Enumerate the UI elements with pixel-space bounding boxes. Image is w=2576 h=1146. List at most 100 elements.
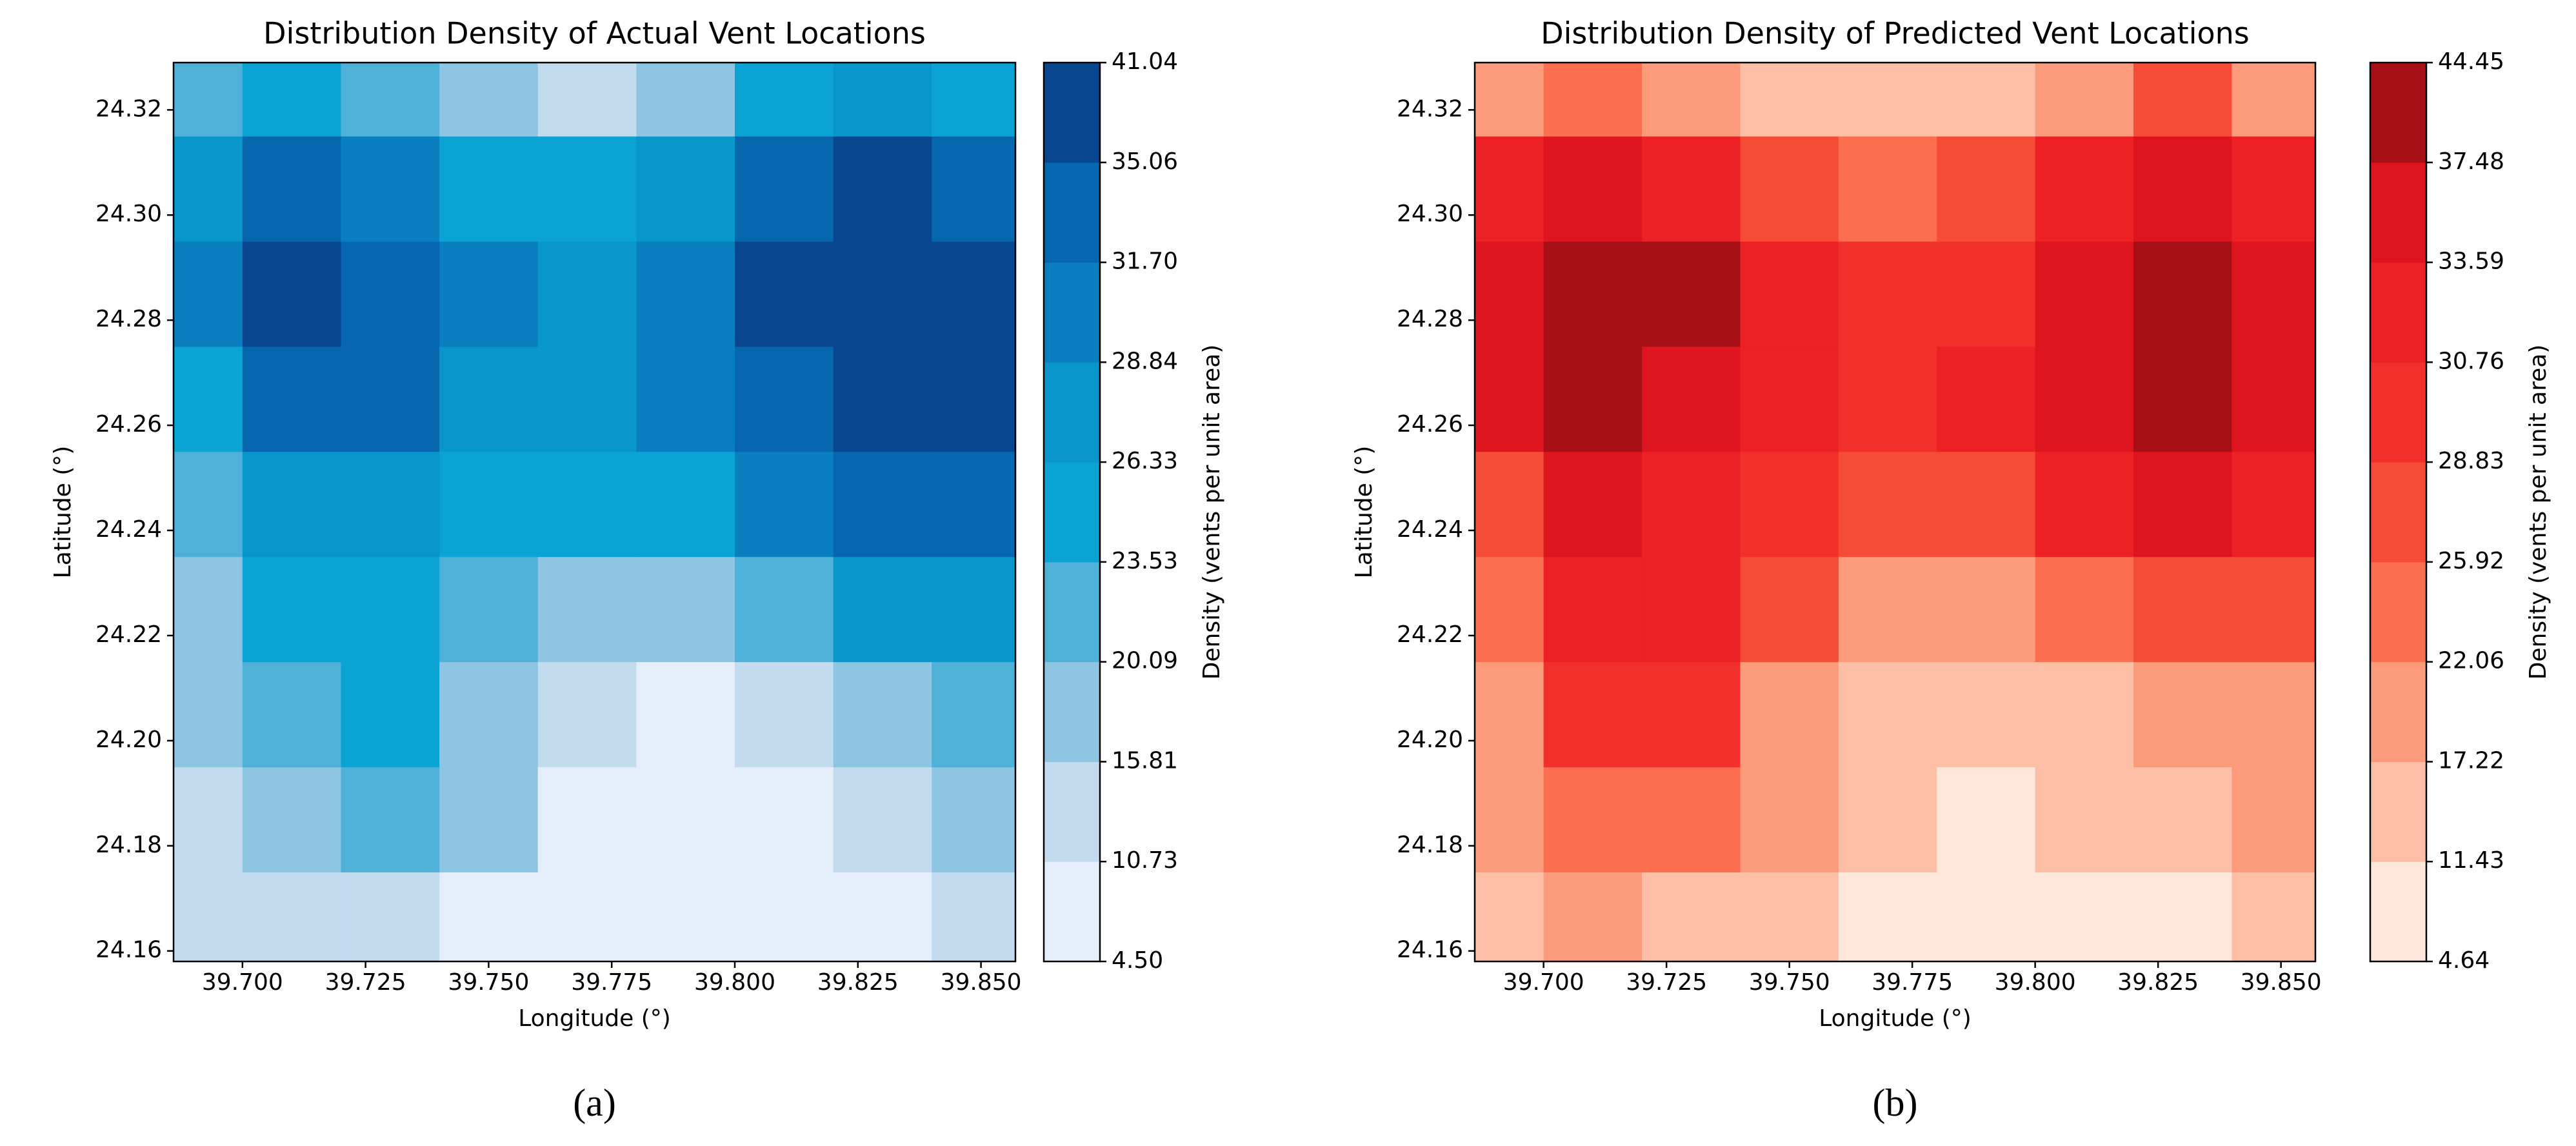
colorbar-tick-label: 11.43 (2438, 847, 2504, 874)
colorbar-tick-label: 44.45 (2438, 48, 2504, 75)
panel: 39.700 39.725 39.750 39.775 39.800 39.825 39.8… (50, 16, 1225, 1124)
density-cell (932, 661, 1015, 768)
density-cell (2133, 767, 2232, 873)
density-cell (2232, 241, 2315, 347)
density-cell (174, 767, 243, 873)
panel: 39.700 39.725 39.750 39.775 39.800 39.825 39.8… (1351, 16, 2551, 1124)
x-tick-label: 39.725 (1626, 969, 1707, 996)
density-cell (2133, 661, 2232, 768)
density-cell (1642, 767, 1741, 873)
density-cell (174, 241, 243, 347)
density-cell (1838, 136, 1937, 242)
density-cell (932, 767, 1015, 873)
colorbar-band (2370, 162, 2426, 263)
y-tick-label: 24.22 (1397, 621, 1463, 648)
density-cell (833, 63, 932, 137)
density-cell (1937, 241, 2036, 347)
density-cell (735, 346, 834, 452)
density-cell (1642, 136, 1741, 242)
y-tick-label: 24.32 (95, 96, 162, 122)
x-tick-label: 39.825 (817, 969, 899, 996)
x-tick-label: 39.800 (1995, 969, 2076, 996)
x-tick-label: 39.750 (1749, 969, 1830, 996)
density-cell (341, 661, 440, 768)
colorbar-tick-label: 28.84 (1112, 348, 1178, 374)
density-cell (2232, 63, 2315, 137)
density-cell (242, 136, 341, 242)
density-cell (1475, 63, 1544, 137)
x-tick-label: 39.775 (1872, 969, 1953, 996)
x-axis-label: Longitude (°) (518, 1005, 671, 1032)
density-cell (341, 241, 440, 347)
density-cell (1642, 241, 1741, 347)
density-cell (174, 556, 243, 663)
density-cell (341, 556, 440, 663)
colorbar-frame (2369, 61, 2428, 963)
density-cell (1937, 136, 2036, 242)
density-cell (439, 556, 539, 663)
density-cell (2133, 872, 2232, 961)
density-cell (1838, 451, 1937, 558)
density-cell (735, 661, 834, 768)
density-cell (1937, 556, 2036, 663)
density-cell (439, 241, 539, 347)
panel-caption: (b) (1873, 1081, 1918, 1124)
density-cell (2035, 63, 2134, 137)
density-cell (2035, 767, 2134, 873)
density-cell (439, 872, 539, 961)
density-cell (1740, 556, 1839, 663)
density-cell (1475, 241, 1544, 347)
density-cell (242, 63, 341, 137)
density-cell (174, 661, 243, 768)
density-cell (341, 872, 440, 961)
y-tick-label: 24.22 (95, 621, 162, 648)
x-tick-label: 39.800 (694, 969, 775, 996)
density-cell (932, 451, 1015, 558)
density-cell (833, 872, 932, 961)
density-cell (932, 556, 1015, 663)
colorbar-tick-label: 31.70 (1112, 248, 1178, 275)
density-cell (242, 872, 341, 961)
density-cell (1642, 451, 1741, 558)
colorbar-tick-label: 15.81 (1112, 747, 1178, 774)
colorbar-tick-label: 23.53 (1112, 548, 1178, 574)
chart-title: Distribution Density of Predicted Vent L… (1541, 16, 2250, 51)
colorbar-tick-label: 26.33 (1112, 448, 1178, 474)
x-tick-label: 39.850 (941, 969, 1022, 996)
density-cell (242, 661, 341, 768)
density-cell (932, 136, 1015, 242)
density-cell (341, 451, 440, 558)
x-axis-label: Longitude (°) (1819, 1005, 1972, 1032)
density-cell (2232, 661, 2315, 768)
density-cell (1740, 767, 1839, 873)
density-cell (636, 346, 735, 452)
density-cell (2133, 346, 2232, 452)
density-cell (1475, 872, 1544, 961)
colorbar-band (2370, 861, 2426, 962)
density-cell (636, 136, 735, 242)
colorbar-band (1044, 362, 1100, 463)
density-cell (636, 767, 735, 873)
colorbar-band (1044, 63, 1100, 163)
density-cell (735, 451, 834, 558)
density-cell (735, 241, 834, 347)
y-tick-label: 24.30 (95, 201, 162, 227)
density-cell (537, 63, 637, 137)
density-cell (833, 451, 932, 558)
density-cell (1543, 872, 1642, 961)
chart-title: Distribution Density of Actual Vent Loca… (263, 16, 926, 51)
density-cell (1475, 556, 1544, 663)
colorbar-label: Density (vents per unit area) (1199, 345, 1225, 680)
axes-frame (172, 61, 1017, 963)
density-cell (1475, 136, 1544, 242)
x-tick-label: 39.850 (2241, 969, 2322, 996)
density-cell (1475, 451, 1544, 558)
colorbar-band (2370, 561, 2426, 663)
density-cell (735, 63, 834, 137)
x-tick-label: 39.775 (571, 969, 652, 996)
density-cell (636, 556, 735, 663)
density-cell (174, 136, 243, 242)
density-cell (1642, 63, 1741, 137)
colorbar-tick-label: 33.59 (2438, 248, 2504, 275)
colorbar-band (1044, 262, 1100, 363)
